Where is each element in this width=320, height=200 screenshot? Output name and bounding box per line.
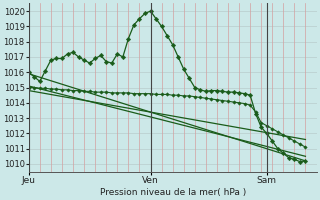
X-axis label: Pression niveau de la mer( hPa ): Pression niveau de la mer( hPa ) xyxy=(100,188,246,197)
